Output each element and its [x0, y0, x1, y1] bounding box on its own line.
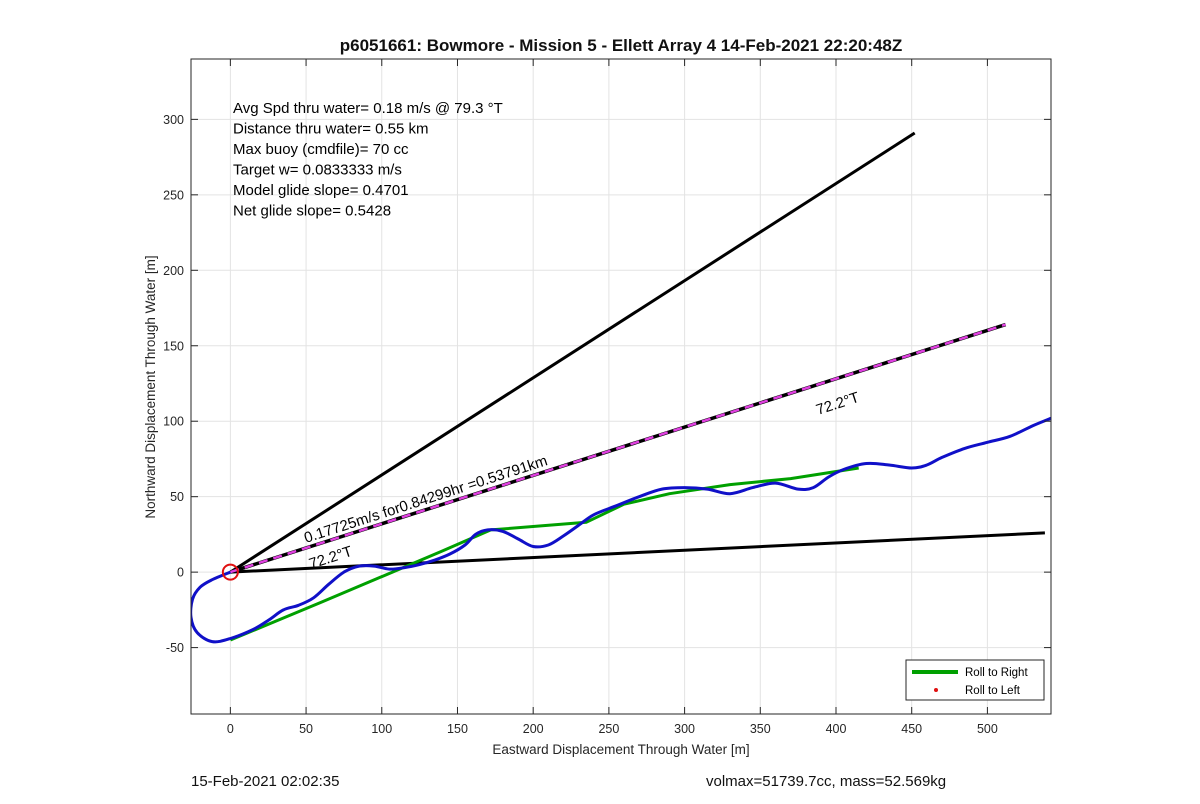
- info-line: Distance thru water= 0.55 km: [233, 121, 429, 138]
- legend-swatch-dot: [934, 688, 938, 692]
- data-series: [191, 131, 1051, 644]
- x-tick-label: 100: [371, 722, 392, 736]
- roll-to-right-line: [229, 466, 859, 642]
- info-line: Target w= 0.0833333 m/s: [233, 162, 402, 179]
- y-tick-label: 100: [163, 415, 184, 429]
- y-tick-label: 200: [163, 264, 184, 278]
- heading-line-upper: [229, 131, 916, 574]
- footer-stats: volmax=51739.7cc, mass=52.569kg: [706, 773, 947, 790]
- plot-frame: [190, 58, 1052, 715]
- legend: Roll to Right Roll to Left: [905, 659, 1045, 701]
- info-text-block: Avg Spd thru water= 0.18 m/s @ 79.3 °T Di…: [233, 100, 503, 220]
- grid: [191, 59, 1051, 714]
- y-tick-label: 150: [163, 339, 184, 353]
- x-axis-label: Eastward Displacement Through Water [m]: [492, 742, 749, 757]
- x-tick-label: 300: [674, 722, 695, 736]
- y-tick-label: 0: [177, 566, 184, 580]
- footer-timestamp: 15-Feb-2021 02:02:35: [191, 773, 340, 790]
- start-marker: [221, 563, 239, 581]
- x-tick-label: 50: [299, 722, 313, 736]
- info-line: Net glide slope= 0.5428: [233, 203, 391, 220]
- legend-label: Roll to Left: [965, 685, 1021, 697]
- legend-label: Roll to Right: [965, 667, 1028, 679]
- y-tick-label: 250: [163, 188, 184, 202]
- y-tick-label: -50: [166, 641, 184, 655]
- y-axis-label: Northward Displacement Through Water [m]: [143, 255, 158, 518]
- x-tick-label: 400: [826, 722, 847, 736]
- info-line: Avg Spd thru water= 0.18 m/s @ 79.3 °T: [233, 100, 503, 117]
- glider-track-line: [191, 416, 1051, 644]
- x-tick-label: 350: [750, 722, 771, 736]
- x-tick-label: 150: [447, 722, 468, 736]
- x-tick-label: 450: [901, 722, 922, 736]
- chart-title: p6051661: Bowmore - Mission 5 - Ellett A…: [340, 36, 903, 55]
- plot-area: [191, 59, 1051, 714]
- series-group: [191, 131, 1051, 644]
- net-track-dash: [230, 323, 1006, 574]
- y-tick-label: 300: [163, 113, 184, 127]
- legend-box: [905, 659, 1045, 701]
- x-tick-label: 200: [523, 722, 544, 736]
- axis-ticks: 0 50 100 150 200 250 300 350 400 450 500 -50 0 50 100 1…: [163, 59, 1051, 736]
- info-line: Model glide slope= 0.4701: [233, 182, 409, 199]
- y-tick-label: 50: [170, 490, 184, 504]
- info-line: Max buoy (cmdfile)= 70 cc: [233, 141, 409, 158]
- x-tick-label: 500: [977, 722, 998, 736]
- x-tick-label: 250: [598, 722, 619, 736]
- x-tick-label: 0: [227, 722, 234, 736]
